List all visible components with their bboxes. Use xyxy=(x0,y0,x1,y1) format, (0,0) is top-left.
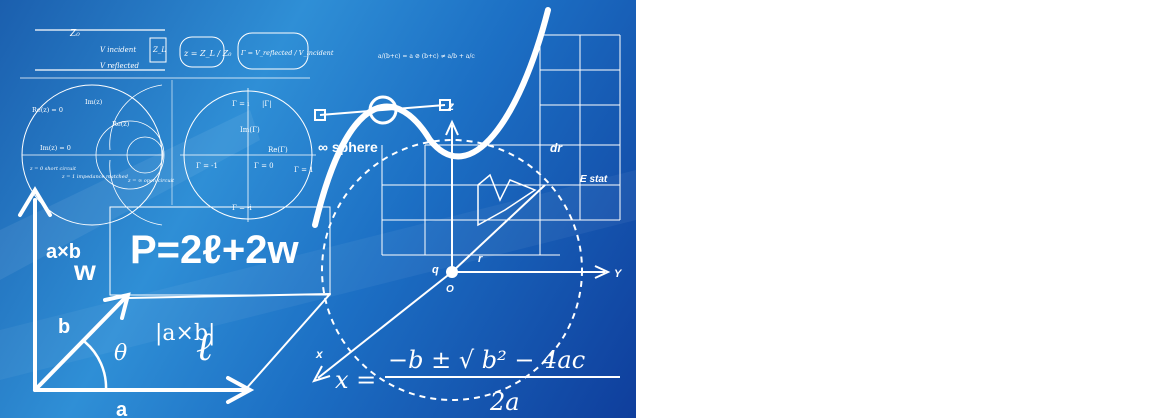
sphere-label: ∞ sphere xyxy=(318,139,378,155)
coordinate-axes xyxy=(311,119,611,383)
gamma-im: Im(Γ) xyxy=(240,126,260,134)
quadratic-denominator: 2a xyxy=(489,388,520,416)
gamma-1: Γ = 1 xyxy=(294,166,314,174)
gamma-0: Γ = 0 xyxy=(254,162,274,170)
small-fraction-formula: a/(b+c) = a ⊘ (b+c) ≠ a/b + a/c xyxy=(378,53,475,60)
charge-label: q xyxy=(432,264,439,276)
origin-label: O xyxy=(446,284,454,295)
y-axis-label: Y xyxy=(614,268,623,280)
curve-plot xyxy=(312,7,551,228)
ell-label: ℓ xyxy=(196,324,213,370)
a-label: a xyxy=(116,399,128,418)
smith-chart: Re(z) = 0 Im(z) Re(z) Im(z) = 0 z = 0 sh… xyxy=(21,84,175,226)
gamma-neg1: Γ = -1 xyxy=(196,162,218,170)
smith-open: z = ∞ open circuit xyxy=(127,178,175,184)
gamma-plane-chart: Γ = i |Γ| Im(Γ) Re(Γ) Γ = -1 Γ = 0 Γ = 1… xyxy=(171,80,316,222)
zl-label: Z_L xyxy=(152,46,166,54)
smith-im0: Im(z) = 0 xyxy=(40,144,71,152)
v-incident-label: V incident xyxy=(100,46,136,54)
quadratic-numerator: −b ± √ b² − 4ac xyxy=(388,346,585,374)
transmission-line-diagram: Z₀ V incident V reflected Z_L z = Z_L / … xyxy=(20,29,334,79)
smith-matched: z = 1 impedance matched xyxy=(61,174,128,180)
cross-product-top-label: a×b xyxy=(46,241,81,263)
cross-product-diagram xyxy=(18,186,331,404)
smith-im: Im(z) xyxy=(85,98,103,106)
dashed-sphere xyxy=(321,139,583,401)
v-reflected-label: V reflected xyxy=(100,62,139,70)
x-axis-label: x xyxy=(315,347,324,361)
smith-short: z = 0 short circuit xyxy=(29,166,77,172)
smith-re0: Re(z) = 0 xyxy=(32,106,63,114)
quadratic-lhs: x = xyxy=(335,366,376,394)
math-collage-image: Z₀ V incident V reflected Z_L z = Z_L / … xyxy=(0,0,636,418)
gamma-abs: |Γ| xyxy=(262,100,272,108)
w-label: w xyxy=(73,255,96,286)
math-collage-svg: Z₀ V incident V reflected Z_L z = Z_L / … xyxy=(0,0,636,418)
loop-path xyxy=(477,173,537,227)
gamma-i: Γ = i xyxy=(232,100,250,108)
gamma-equation: Γ = V_reflected / V_incident xyxy=(240,49,334,57)
vector-r-label: r xyxy=(478,253,483,265)
dr-label: dr xyxy=(550,141,563,155)
z0-label: Z₀ xyxy=(69,29,80,39)
gamma-re: Re(Γ) xyxy=(268,146,288,154)
b-label: b xyxy=(58,316,70,338)
cross-product-mid-label: |a×b| xyxy=(155,321,215,346)
perimeter-formula: P=2ℓ+2w xyxy=(130,228,299,272)
z-equation: z = Z_L / Z₀ xyxy=(183,49,232,58)
theta-label: θ xyxy=(114,341,127,366)
smith-re: Re(z) xyxy=(112,120,130,128)
formula-box xyxy=(109,206,331,296)
gamma-neg-i: Γ = -i xyxy=(232,204,253,212)
origin-point xyxy=(446,266,458,278)
grid-lines xyxy=(381,34,621,256)
estat-label: E stat xyxy=(580,174,608,185)
